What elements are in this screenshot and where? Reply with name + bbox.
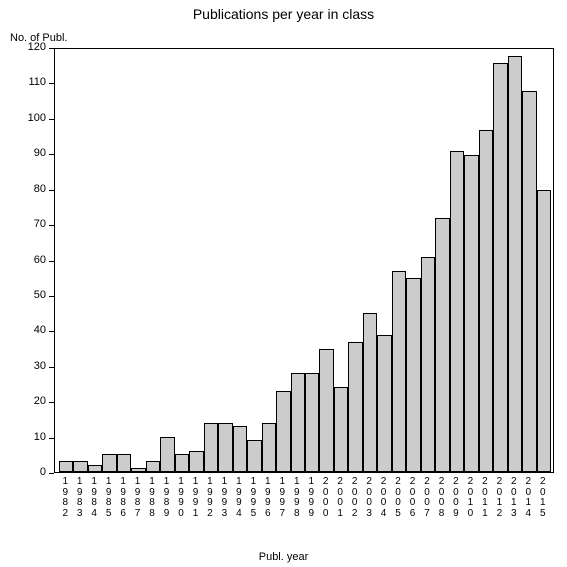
xtick-label: 2000 <box>318 477 332 519</box>
bar <box>522 91 536 472</box>
bar <box>435 218 449 472</box>
ytick-mark <box>49 225 54 226</box>
ytick-label: 20 <box>0 395 46 407</box>
bar <box>319 349 333 472</box>
bar <box>131 468 145 472</box>
ytick-label: 110 <box>0 76 46 88</box>
bar <box>334 387 348 472</box>
bar <box>102 454 116 472</box>
xtick-label: 2009 <box>449 477 463 519</box>
xtick-label: 1990 <box>174 477 188 519</box>
xtick-label: 2014 <box>521 477 535 519</box>
bar <box>406 278 420 472</box>
xtick-label: 1988 <box>145 477 159 519</box>
ytick-mark <box>49 438 54 439</box>
bar <box>291 373 305 472</box>
xtick-label: 2006 <box>405 477 419 519</box>
bar <box>189 451 203 472</box>
ytick-mark <box>49 119 54 120</box>
xtick-label: 2001 <box>333 477 347 519</box>
bar <box>348 342 362 472</box>
bar <box>450 151 464 472</box>
chart-container: Publications per year in class No. of Pu… <box>0 0 567 567</box>
bar <box>247 440 261 472</box>
xtick-label: 1994 <box>232 477 246 519</box>
bar <box>204 423 218 472</box>
xtick-label: 1996 <box>261 477 275 519</box>
bar <box>377 335 391 472</box>
ytick-mark <box>49 154 54 155</box>
xtick-label: 2003 <box>362 477 376 519</box>
bar <box>537 190 551 472</box>
bar <box>73 461 87 472</box>
ytick-mark <box>49 473 54 474</box>
ytick-label: 10 <box>0 431 46 443</box>
xtick-label: 1989 <box>159 477 173 519</box>
ytick-mark <box>49 83 54 84</box>
bar <box>233 426 247 472</box>
bar <box>305 373 319 472</box>
bar <box>160 437 174 472</box>
xtick-label: 2002 <box>347 477 361 519</box>
xtick-label: 2010 <box>463 477 477 519</box>
bar <box>464 155 478 472</box>
ytick-label: 50 <box>0 289 46 301</box>
ytick-mark <box>49 331 54 332</box>
bar <box>117 454 131 472</box>
ytick-label: 90 <box>0 147 46 159</box>
xtick-label: 2011 <box>478 477 492 519</box>
xtick-label: 1999 <box>304 477 318 519</box>
bar <box>59 461 73 472</box>
bar <box>392 271 406 472</box>
xtick-label: 2015 <box>536 477 550 519</box>
bar <box>276 391 290 472</box>
x-axis-title: Publ. year <box>0 551 567 563</box>
bar <box>218 423 232 472</box>
xtick-label: 2007 <box>420 477 434 519</box>
bar <box>363 313 377 472</box>
xtick-label: 1986 <box>116 477 130 519</box>
ytick-label: 80 <box>0 183 46 195</box>
bar <box>88 465 102 472</box>
xtick-label: 2005 <box>391 477 405 519</box>
xtick-label: 1991 <box>188 477 202 519</box>
ytick-label: 70 <box>0 218 46 230</box>
xtick-label: 2008 <box>434 477 448 519</box>
ytick-label: 120 <box>0 41 46 53</box>
bar <box>508 56 522 472</box>
xtick-label: 1998 <box>290 477 304 519</box>
ytick-label: 60 <box>0 254 46 266</box>
bar <box>146 461 160 472</box>
ytick-mark <box>49 296 54 297</box>
xtick-label: 1984 <box>87 477 101 519</box>
chart-title: Publications per year in class <box>0 6 567 22</box>
ytick-mark <box>49 190 54 191</box>
xtick-label: 1982 <box>58 477 72 519</box>
ytick-mark <box>49 48 54 49</box>
xtick-label: 1985 <box>101 477 115 519</box>
ytick-mark <box>49 402 54 403</box>
xtick-label: 2012 <box>492 477 506 519</box>
plot-area <box>54 48 554 473</box>
ytick-label: 40 <box>0 324 46 336</box>
xtick-label: 1987 <box>130 477 144 519</box>
xtick-label: 2013 <box>507 477 521 519</box>
bar <box>479 130 493 472</box>
xtick-label: 1992 <box>203 477 217 519</box>
xtick-label: 1997 <box>275 477 289 519</box>
ytick-label: 30 <box>0 360 46 372</box>
bar <box>262 423 276 472</box>
xtick-label: 1983 <box>72 477 86 519</box>
xtick-label: 1993 <box>217 477 231 519</box>
xtick-label: 2004 <box>376 477 390 519</box>
bar <box>493 63 507 472</box>
ytick-mark <box>49 261 54 262</box>
ytick-label: 0 <box>0 466 46 478</box>
ytick-mark <box>49 367 54 368</box>
xtick-label: 1995 <box>246 477 260 519</box>
ytick-label: 100 <box>0 112 46 124</box>
bar <box>421 257 435 472</box>
bar <box>175 454 189 472</box>
